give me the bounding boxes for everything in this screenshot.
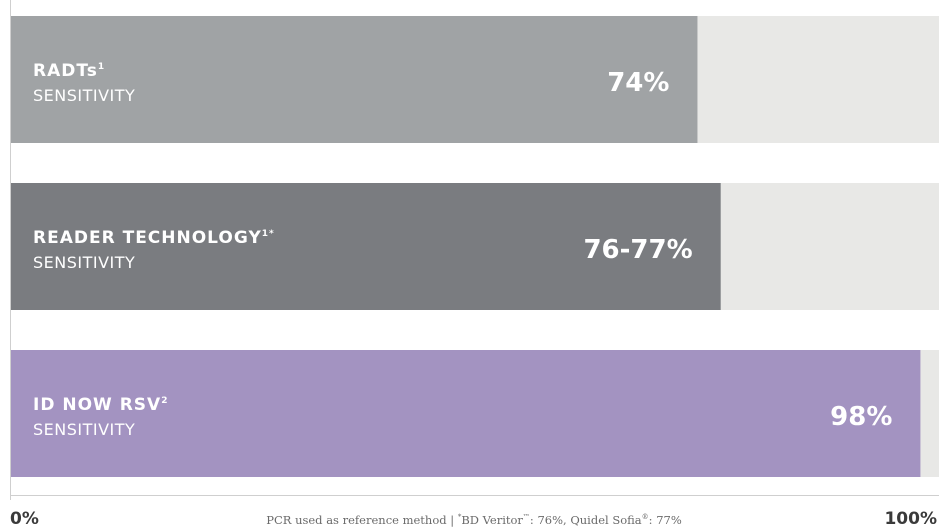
x-tick-label-max: 100%	[884, 509, 937, 529]
footnote: PCR used as reference method | *BD Verit…	[266, 513, 682, 528]
bar-title: ID NOW RSV2	[33, 395, 168, 415]
bar-subtitle: SENSITIVITY	[33, 86, 135, 105]
footnote-mark-2: ™	[523, 513, 530, 521]
footnote-mark-1: *	[458, 513, 462, 521]
bar-subtitle: SENSITIVITY	[33, 253, 135, 272]
footnote-text-after: : 77%	[649, 513, 682, 527]
bar-title-sup: 1*	[262, 229, 275, 239]
bar-value-label: 74%	[607, 68, 669, 98]
bar-value-label: 76-77%	[583, 235, 692, 265]
bar-title-text: RADTs	[33, 61, 98, 81]
bar	[10, 16, 698, 143]
bar-title-text: ID NOW RSV	[33, 395, 161, 415]
footnote-text-before: PCR used as reference method |	[266, 513, 458, 528]
bar-group: ID NOW RSV2 SENSITIVITY 98%	[10, 350, 939, 477]
footnote-text-middle2: : 76%, Quidel Sofia	[530, 513, 642, 527]
bar-value-label: 98%	[830, 402, 892, 432]
bar-title-sup: 2	[161, 396, 168, 406]
bar-group: READER TECHNOLOGY1* SENSITIVITY 76-77%	[10, 183, 939, 310]
footnote-mark-3: ®	[642, 513, 649, 521]
bar	[10, 350, 921, 477]
bar	[10, 183, 721, 310]
bar-group: RADTs1 SENSITIVITY 74%	[10, 16, 939, 143]
bar-title: READER TECHNOLOGY1*	[33, 228, 275, 248]
footnote-text-middle: BD Veritor	[461, 513, 523, 527]
x-tick-label-min: 0%	[10, 509, 39, 529]
bar-title-text: READER TECHNOLOGY	[33, 228, 262, 248]
bar-title: RADTs1	[33, 61, 105, 81]
bar-subtitle: SENSITIVITY	[33, 420, 135, 439]
bar-title-sup: 1	[98, 62, 105, 72]
bars-layer: RADTs1 SENSITIVITY 74% READER TECHNOLOGY1* S…	[10, 16, 939, 477]
